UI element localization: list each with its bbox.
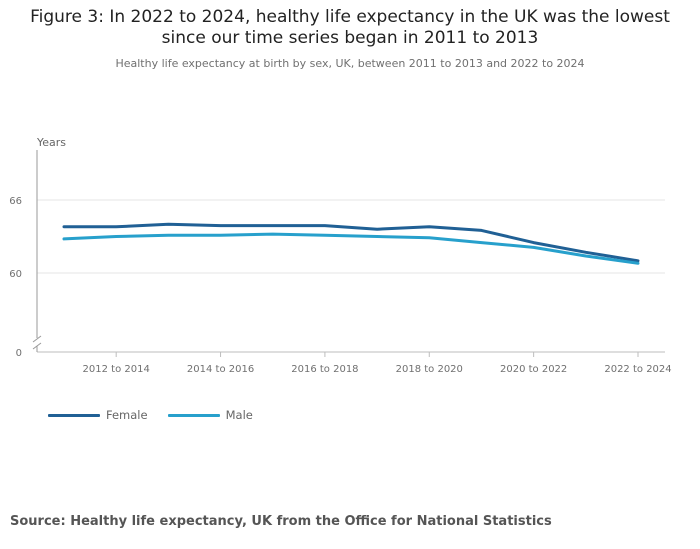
x-tick-label: 2016 to 2018	[291, 364, 358, 375]
x-tick-label: 2012 to 2014	[83, 364, 150, 375]
legend-item-male[interactable]: Male	[167, 408, 253, 422]
legend-label-male: Male	[225, 408, 253, 422]
chart-title: Figure 3: In 2022 to 2024, healthy life …	[30, 7, 670, 48]
x-tick-label: 2022 to 2024	[604, 364, 671, 375]
x-tick-label: 2020 to 2022	[500, 364, 567, 375]
chart-legend: Female Male	[48, 408, 273, 422]
y-tick-label: 66	[9, 196, 22, 207]
legend-swatch-male	[167, 413, 220, 417]
y-axis-label: Years	[36, 136, 66, 149]
legend-swatch-female	[48, 413, 100, 417]
legend-label-female: Female	[106, 408, 148, 422]
x-tick-label: 2018 to 2020	[396, 364, 463, 375]
x-tick-label: 2014 to 2016	[187, 364, 254, 375]
legend-item-female[interactable]: Female	[48, 408, 148, 422]
y-tick-label: 60	[9, 269, 22, 280]
axis-break-mark	[32, 335, 42, 343]
source-note: Source: Healthy life expectancy, UK from…	[10, 514, 552, 529]
axis-break-mark	[32, 342, 42, 350]
y-tick-label: 0	[16, 348, 22, 359]
series-line-female	[62, 222, 640, 263]
line-chart: Years 0 60 66 2012 to 2014 2014 to 2016 2016 t…	[9, 136, 671, 375]
chart-subtitle: Healthy life expectancy at birth by sex,…	[115, 57, 585, 70]
series-line-male	[62, 232, 640, 265]
